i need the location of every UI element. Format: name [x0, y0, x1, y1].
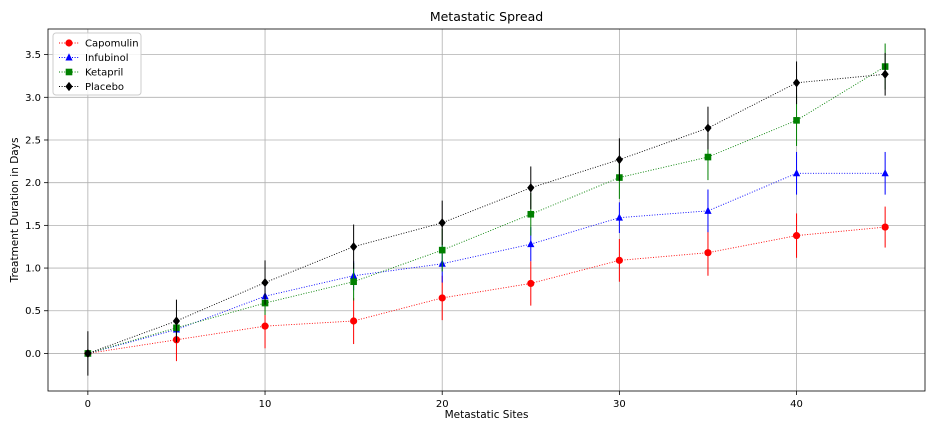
placebo-line [87, 73, 886, 354]
ticks-layer: 0 10 20 30 40 0.0 0.5 1.0 1.5 2.0 2.5 3.0 3.5 [25, 50, 803, 410]
infubinol-point [792, 169, 801, 177]
y-tick-label: 0.0 [25, 349, 41, 360]
ketapril-point [350, 278, 357, 286]
y-axis-label: Treatment Duration in Days [9, 138, 21, 284]
infubinol-point [704, 206, 712, 214]
capomulin-point [350, 317, 358, 325]
series-layer [84, 43, 889, 376]
placebo-point [527, 183, 535, 193]
placebo-point [438, 218, 446, 228]
legend-item-infubinol: Infubinol [59, 53, 129, 64]
x-tick-label: 40 [790, 399, 803, 410]
plot-frame [47, 28, 926, 392]
legend-marker-infubinol [65, 53, 73, 61]
x-tick-label: 10 [259, 399, 272, 410]
placebo-point [172, 316, 181, 326]
y-tick-label: 0.5 [25, 306, 41, 317]
series-placebo [84, 52, 889, 376]
legend-item-placebo: Placebo [59, 81, 124, 93]
capomulin-point [261, 322, 269, 330]
placebo-point [350, 242, 358, 252]
legend-marker-ketapril [65, 68, 73, 76]
series-capomulin [84, 206, 889, 362]
ketapril-point [793, 117, 800, 124]
x-tick-label: 20 [436, 399, 449, 410]
legend-label-infubinol: Infubinol [85, 53, 129, 64]
infubinol-point [527, 239, 535, 248]
legend-item-capomulin: Capomulin [59, 39, 139, 50]
y-tick-label: 1.5 [25, 221, 41, 232]
legend-marker-capomulin [65, 39, 73, 47]
y-tick-label: 3.0 [25, 93, 41, 104]
ketapril-point [704, 153, 712, 161]
legend-box [52, 32, 142, 96]
capomulin-point [792, 232, 801, 240]
series-ketapril [84, 43, 889, 357]
x-axis-label: Metastatic Sites [445, 409, 529, 421]
placebo-point [84, 348, 92, 359]
legend-label-placebo: Placebo [85, 82, 124, 93]
ketapril-point [438, 246, 446, 254]
placebo-point [881, 69, 889, 79]
infubinol-point [881, 169, 889, 177]
chart-title: Metastatic Spread [430, 9, 543, 24]
legend-label-capomulin: Capomulin [85, 39, 139, 50]
capomulin-point [704, 249, 712, 257]
ketapril-point [527, 210, 535, 218]
y-tick-label: 1.0 [25, 264, 41, 275]
legend-marker-placebo [65, 81, 73, 92]
placebo-point [615, 155, 623, 165]
legend-item-ketapril: Ketapril [59, 68, 123, 79]
grid-layer [48, 29, 925, 391]
y-tick-label: 2.0 [25, 178, 41, 189]
capomulin-point [527, 279, 535, 288]
infubinol-line [87, 172, 886, 354]
x-tick-label: 0 [85, 399, 91, 410]
placebo-point [792, 78, 801, 88]
capomulin-line [87, 226, 886, 354]
placebo-point [704, 123, 712, 133]
capomulin-point [881, 223, 889, 231]
x-tick-label: 30 [613, 399, 626, 410]
legend: Capomulin Infubinol Ketapril Placebo [52, 32, 142, 96]
ketapril-line [87, 66, 886, 354]
legend-label-ketapril: Ketapril [85, 68, 123, 79]
capomulin-point [615, 256, 623, 264]
infubinol-point [615, 213, 623, 221]
y-tick-label: 3.5 [25, 50, 41, 61]
placebo-point [261, 277, 269, 288]
capomulin-point [438, 294, 446, 302]
y-tick-label: 2.5 [25, 135, 41, 146]
